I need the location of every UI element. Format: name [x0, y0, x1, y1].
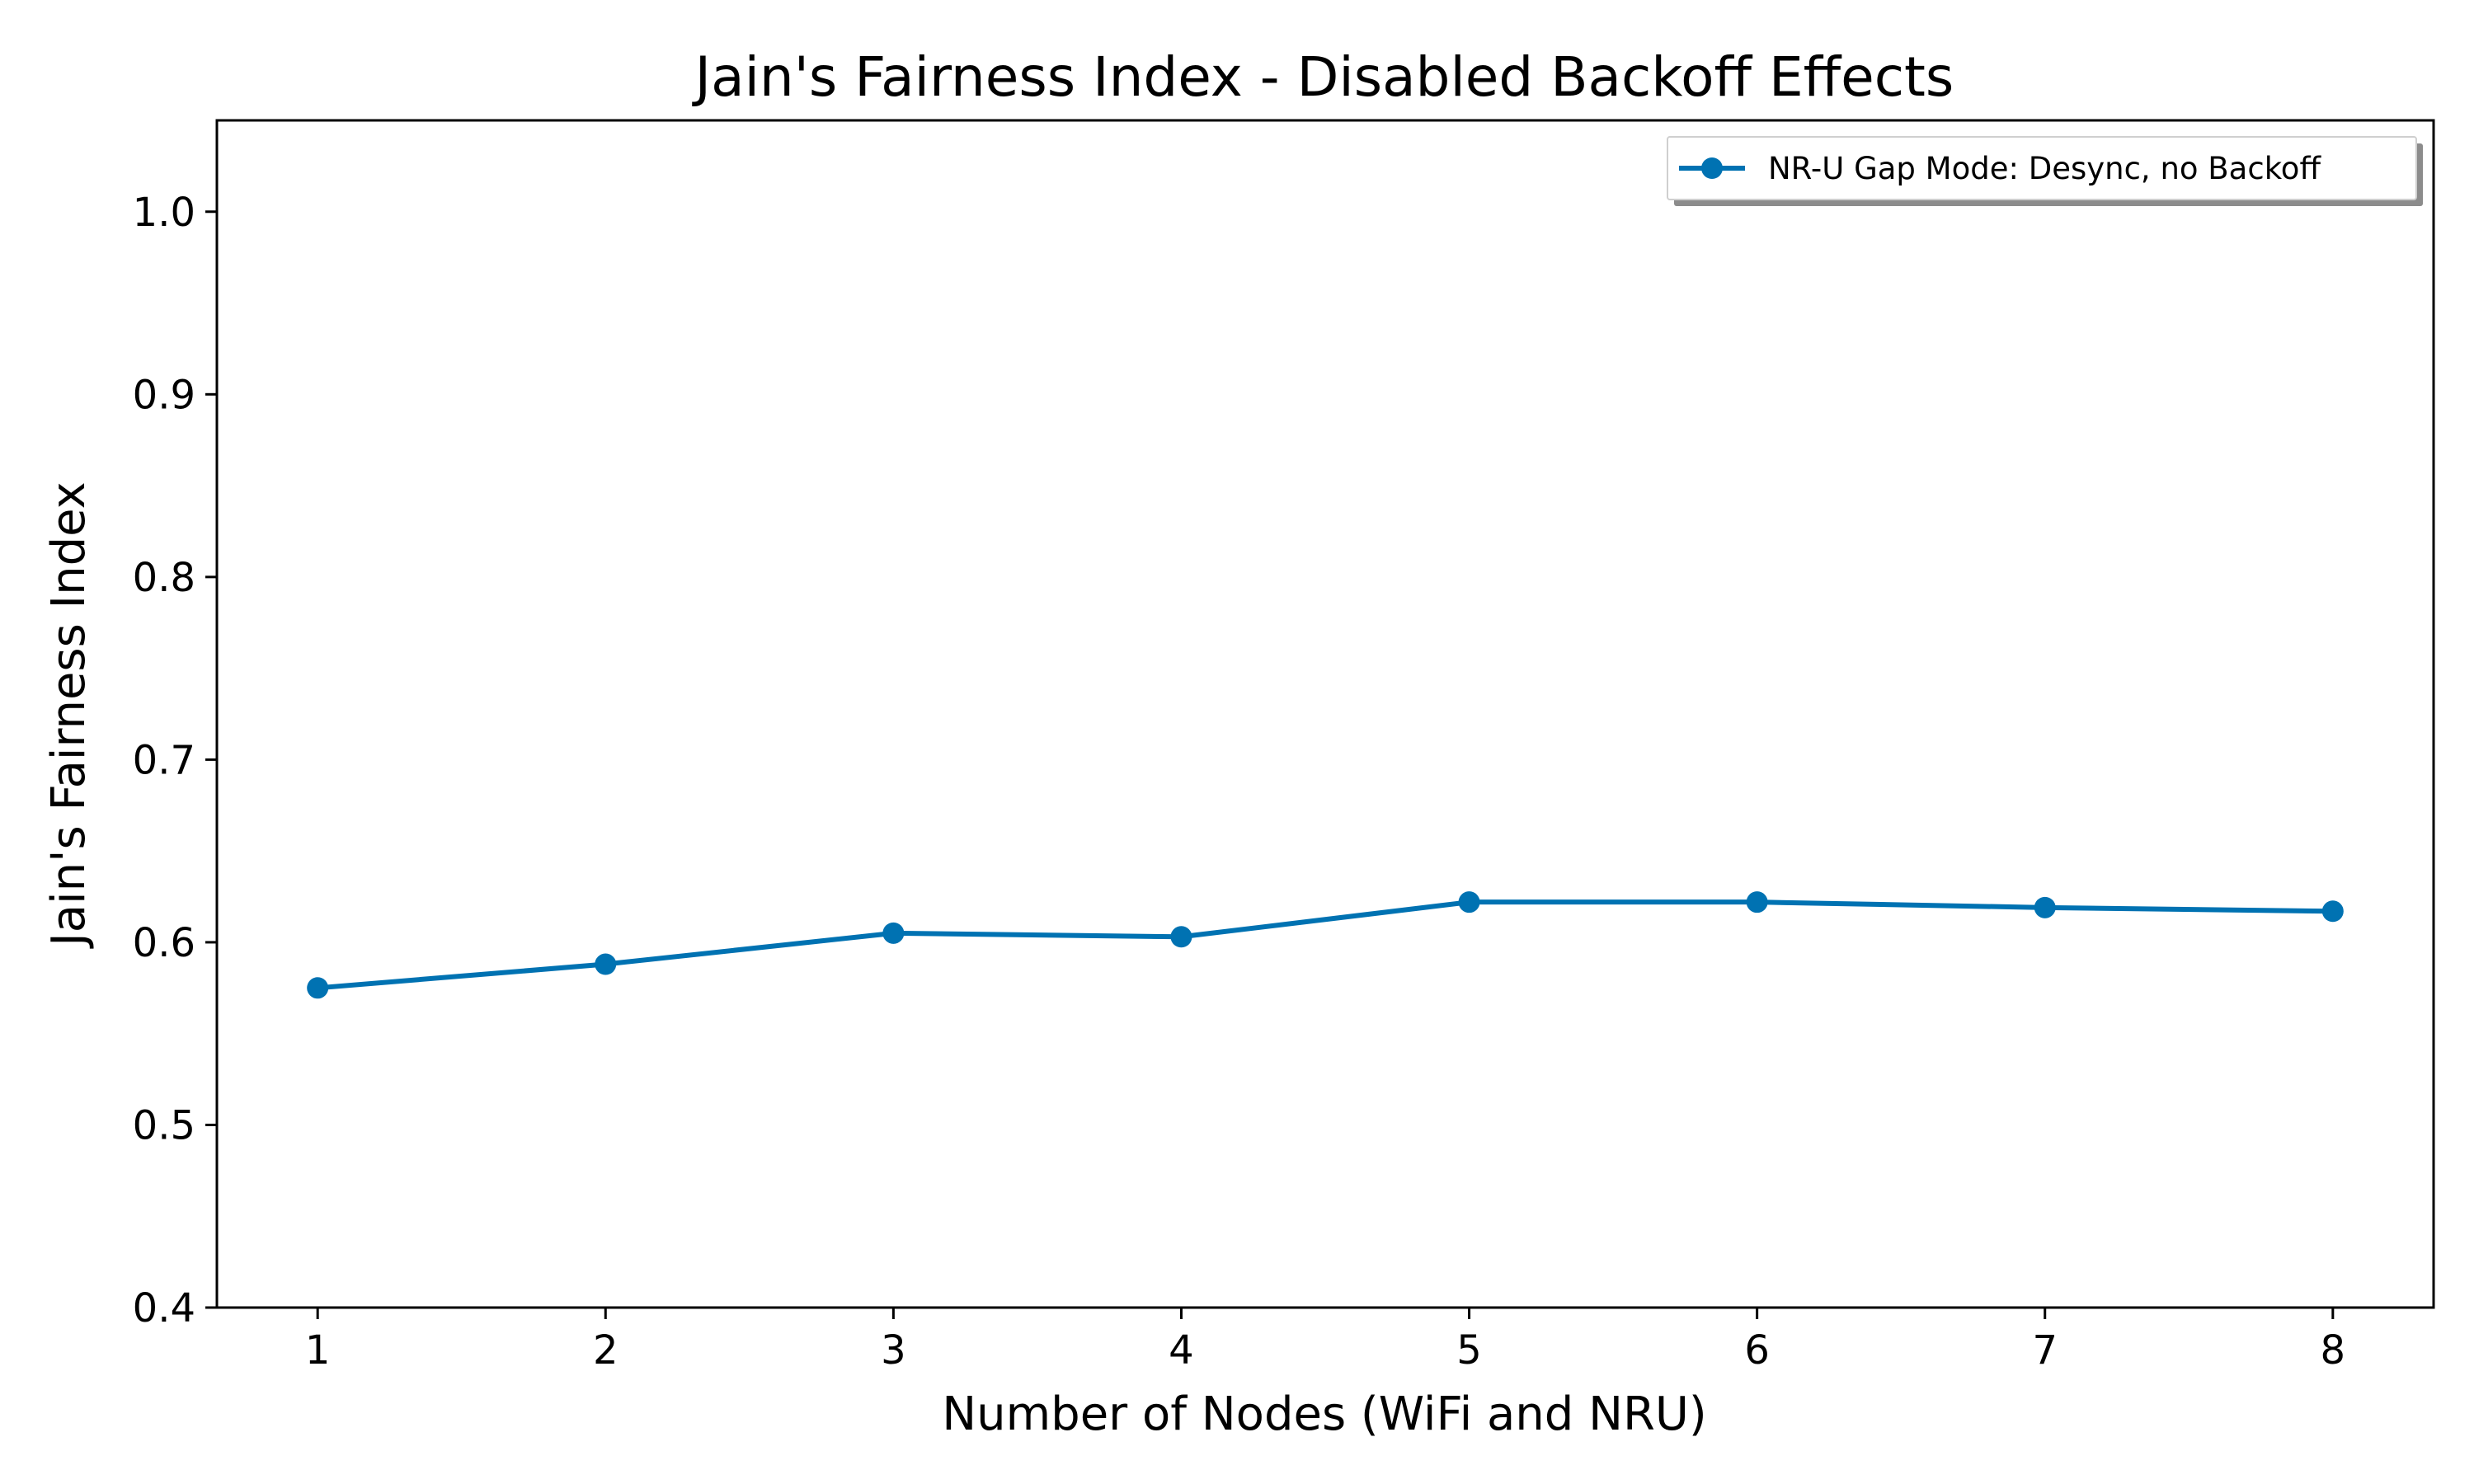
y-tick-label: 0.7: [133, 737, 195, 783]
data-point: [1170, 926, 1192, 948]
data-point: [2321, 900, 2344, 923]
data-point: [595, 953, 617, 975]
x-tick-label: 4: [1169, 1327, 1194, 1374]
series-layer: [307, 891, 2344, 999]
x-axis-label: Number of Nodes (WiFi and NRU): [942, 1388, 1707, 1441]
y-tick-label: 0.9: [133, 372, 195, 418]
x-tick-label: 5: [1456, 1327, 1482, 1374]
series-line: [315, 899, 2335, 991]
y-axis-label: Jain's Fairness Index: [42, 481, 96, 949]
data-point: [1746, 891, 1768, 913]
data-point: [2034, 896, 2056, 918]
x-tick-label: 8: [2321, 1327, 2346, 1374]
x-axis-ticks: 1 2 3 4 5 6 7 8: [305, 1308, 2345, 1374]
legend-box: [1667, 136, 2417, 200]
plot-area: [215, 119, 2435, 1309]
legend-series-marker: [1701, 157, 1723, 179]
y-tick-label: 0.6: [133, 920, 195, 966]
chart-title: Jain's Fairness Index - Disabled Backoff…: [692, 45, 1954, 109]
x-tick-label: 1: [305, 1327, 331, 1374]
y-tick-label: 0.4: [133, 1285, 195, 1331]
x-tick-label: 6: [1744, 1327, 1770, 1374]
legend: NR-U Gap Mode: Desync, no Backoff: [1667, 136, 2423, 206]
y-tick-label: 0.5: [133, 1102, 195, 1148]
y-axis-ticks: 0.4 0.5 0.6 0.7 0.8 0.9 1.0: [133, 190, 217, 1331]
x-tick-label: 7: [2032, 1327, 2058, 1374]
x-tick-label: 2: [593, 1327, 618, 1374]
legend-series-label: NR-U Gap Mode: Desync, no Backoff: [1768, 151, 2321, 186]
y-tick-label: 1.0: [133, 190, 195, 236]
data-point: [882, 922, 905, 944]
data-point: [1458, 891, 1480, 913]
data-point: [307, 977, 329, 999]
x-tick-label: 3: [881, 1327, 906, 1374]
y-tick-label: 0.8: [133, 555, 195, 601]
